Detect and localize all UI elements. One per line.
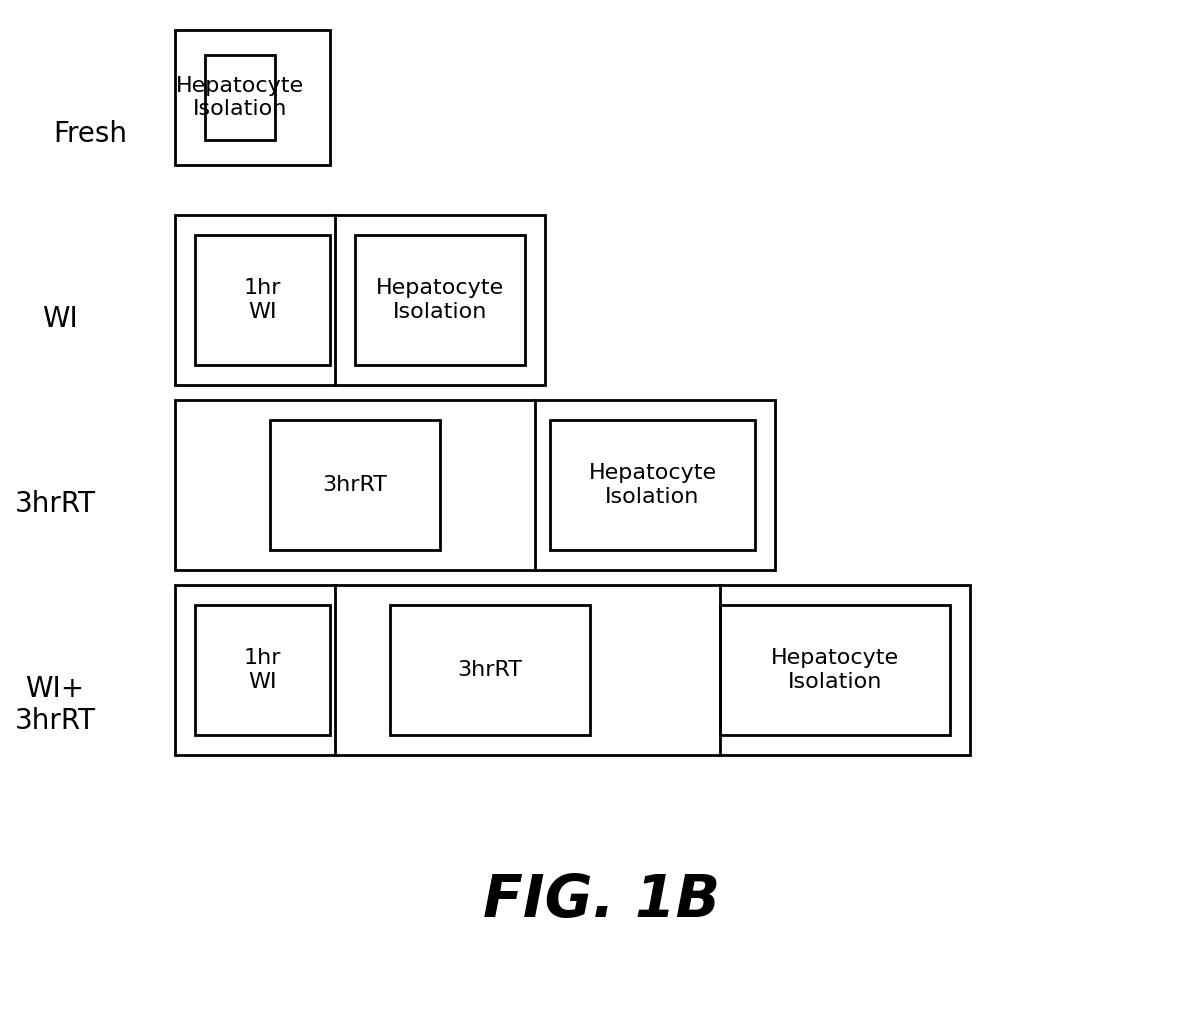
Bar (174, 30, 330, 165)
Text: Hepatocyte
Isolation: Hepatocyte Isolation (771, 649, 899, 691)
Text: Hepatocyte
Isolation: Hepatocyte Isolation (588, 463, 717, 507)
Bar (195, 235, 330, 365)
Bar (195, 605, 330, 735)
Text: 1hr
WI: 1hr WI (244, 649, 282, 691)
Text: 3hrRT: 3hrRT (457, 660, 522, 680)
Text: 3hrRT: 3hrRT (322, 475, 387, 495)
Text: 3hrRT: 3hrRT (14, 490, 95, 518)
Bar (721, 605, 950, 735)
Text: WI: WI (42, 305, 78, 333)
Bar (205, 55, 275, 140)
Text: WI+
3hrRT: WI+ 3hrRT (14, 675, 95, 736)
Bar (355, 235, 525, 365)
Bar (174, 585, 970, 755)
Bar (390, 605, 589, 735)
Text: Fresh: Fresh (53, 120, 128, 148)
Text: 1hr
WI: 1hr WI (244, 278, 282, 322)
Text: FIG. 1B: FIG. 1B (482, 872, 721, 928)
Text: Hepatocyte
Isolation: Hepatocyte Isolation (375, 278, 504, 322)
Bar (174, 215, 545, 385)
Bar (550, 420, 755, 550)
Text: Hepatocyte
Isolation: Hepatocyte Isolation (176, 76, 304, 119)
Bar (269, 420, 440, 550)
Bar (174, 400, 775, 570)
